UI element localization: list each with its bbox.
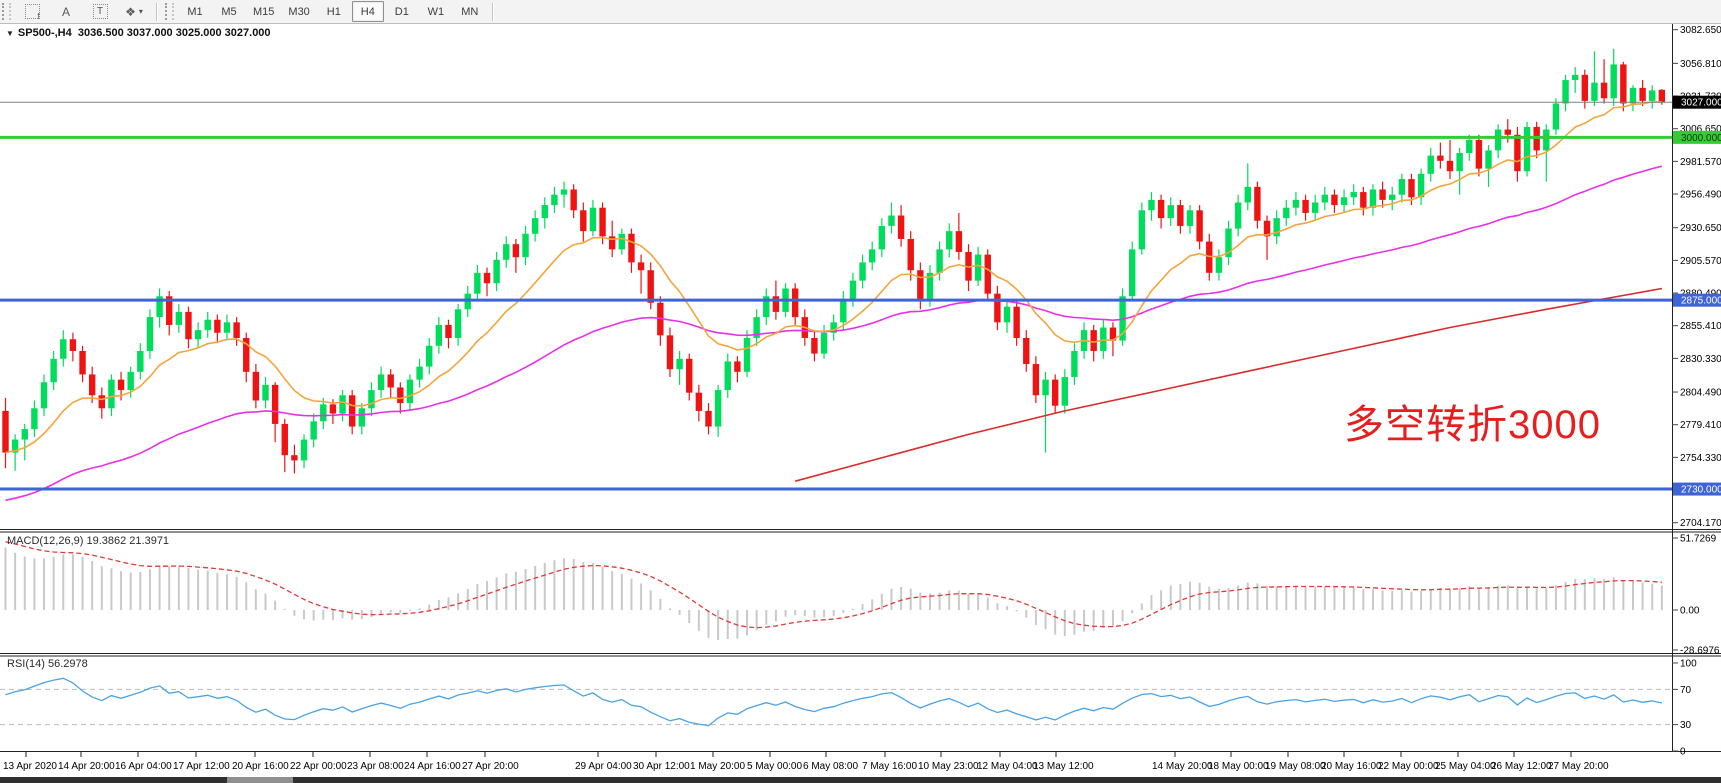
svg-text:0: 0 xyxy=(1680,747,1686,758)
letter-a-button[interactable]: A xyxy=(50,1,82,22)
svg-text:18 May 00:00: 18 May 00:00 xyxy=(1208,761,1269,772)
rsi-pane: 100 70 30 0 xyxy=(0,659,1697,758)
text-box-button[interactable]: T xyxy=(84,1,116,22)
timeframe-button-m30[interactable]: M30 xyxy=(288,5,310,18)
svg-text:14 Apr 20:00: 14 Apr 20:00 xyxy=(58,761,115,772)
svg-text:30: 30 xyxy=(1680,720,1692,731)
pane-dividers[interactable] xyxy=(0,23,1721,752)
svg-text:2754.330: 2754.330 xyxy=(1680,453,1721,464)
svg-text:51.7269: 51.7269 xyxy=(1680,533,1717,544)
candles-layer xyxy=(2,48,1666,474)
svg-text:3082.650: 3082.650 xyxy=(1680,25,1721,36)
svg-text:16 Apr 04:00: 16 Apr 04:00 xyxy=(115,761,172,772)
chart-header: ▼ SP500-,H4 3036.500 3037.000 3025.000 30… xyxy=(6,27,271,39)
svg-text:20 Apr 16:00: 20 Apr 16:00 xyxy=(232,761,289,772)
arrows-tool-button[interactable]: ❖ ▾ xyxy=(118,1,150,22)
svg-text:100: 100 xyxy=(1680,659,1697,670)
timeframe-button-d1[interactable]: D1 xyxy=(394,5,409,18)
svg-text:2905.570: 2905.570 xyxy=(1680,256,1721,267)
toolbar-separator xyxy=(156,2,158,21)
level-lines[interactable] xyxy=(0,101,1672,491)
timeframe-button-mn[interactable]: MN xyxy=(461,5,479,18)
svg-text:6 May 08:00: 6 May 08:00 xyxy=(803,761,858,772)
svg-text:2875.000: 2875.000 xyxy=(1681,296,1721,307)
svg-text:0.00: 0.00 xyxy=(1680,606,1700,617)
svg-text:2855.410: 2855.410 xyxy=(1680,321,1721,332)
collapse-triangle-icon[interactable]: ▼ xyxy=(6,29,14,38)
svg-text:19 May 08:00: 19 May 08:00 xyxy=(1265,761,1326,772)
svg-text:25 May 04:00: 25 May 04:00 xyxy=(1435,761,1496,772)
svg-text:23 Apr 08:00: 23 Apr 08:00 xyxy=(347,761,404,772)
time-axis[interactable]: 13 Apr 2020 14 Apr 20:00 16 Apr 04:00 17 Ap… xyxy=(3,751,1609,773)
svg-text:3006.650: 3006.650 xyxy=(1680,124,1721,135)
svg-text:2956.490: 2956.490 xyxy=(1680,190,1721,201)
svg-text:12 May 04:00: 12 May 04:00 xyxy=(977,761,1038,772)
toolbar: f A T ❖ ▾ M1 M5 M15 M30 H1 H4 D1 W1 MN xyxy=(0,0,1721,24)
letter-a-icon: A xyxy=(61,4,70,19)
svg-text:13 Apr 2020: 13 Apr 2020 xyxy=(3,761,57,772)
svg-text:22 May 00:00: 22 May 00:00 xyxy=(1378,761,1439,772)
toolbar-icon-group: f A T ❖ ▾ xyxy=(15,1,151,22)
svg-text:22 Apr 00:00: 22 Apr 00:00 xyxy=(290,761,347,772)
text-box-icon: T xyxy=(92,4,108,19)
timeframe-button-m1[interactable]: M1 xyxy=(187,5,203,18)
timeframe-button-w1[interactable]: W1 xyxy=(427,5,445,18)
ma-mid-line xyxy=(5,165,1663,502)
svg-text:7 May 16:00: 7 May 16:00 xyxy=(862,761,917,772)
dropdown-caret-icon[interactable]: ▾ xyxy=(138,7,143,16)
svg-text:10 May 23:00: 10 May 23:00 xyxy=(918,761,979,772)
svg-text:3027.000: 3027.000 xyxy=(1681,98,1721,109)
svg-text:3056.810: 3056.810 xyxy=(1680,59,1721,70)
macd-pane: 51.7269 0.00 -28.6976 xyxy=(4,533,1720,656)
svg-text:24 Apr 16:00: 24 Apr 16:00 xyxy=(404,761,461,772)
ohlc-values: 3036.500 3037.000 3025.000 3027.000 xyxy=(77,27,271,39)
toolbar-grip-2[interactable] xyxy=(165,3,174,20)
macd-indicator-label: MACD(12,26,9) 19.3862 21.3971 xyxy=(7,535,170,547)
svg-text:1 May 20:00: 1 May 20:00 xyxy=(690,761,745,772)
svg-text:2730.000: 2730.000 xyxy=(1681,485,1721,496)
svg-text:70: 70 xyxy=(1680,685,1692,696)
chart-text-annotation[interactable]: 多空转折3000 xyxy=(1344,403,1601,447)
svg-text:27 May 20:00: 27 May 20:00 xyxy=(1548,761,1609,772)
svg-text:2981.570: 2981.570 xyxy=(1680,157,1721,168)
svg-text:27 Apr 20:00: 27 Apr 20:00 xyxy=(462,761,519,772)
svg-text:14 May 20:00: 14 May 20:00 xyxy=(1152,761,1213,772)
ma-slow-line xyxy=(794,287,1663,482)
ma-fast-line xyxy=(5,101,1662,454)
svg-text:29 Apr 04:00: 29 Apr 04:00 xyxy=(575,761,632,772)
svg-text:-28.6976: -28.6976 xyxy=(1680,645,1720,656)
svg-text:5 May 00:00: 5 May 00:00 xyxy=(747,761,802,772)
timeframe-button-h1[interactable]: H1 xyxy=(326,5,341,18)
timeframe-button-h4[interactable]: H4 xyxy=(351,1,384,22)
svg-text:13 May 12:00: 13 May 12:00 xyxy=(1033,761,1094,772)
chart-grid-icon: f xyxy=(24,4,40,21)
svg-text:30 Apr 12:00: 30 Apr 12:00 xyxy=(633,761,690,772)
svg-text:2804.490: 2804.490 xyxy=(1680,388,1721,399)
svg-text:2930.650: 2930.650 xyxy=(1680,223,1721,234)
timeframe-button-m15[interactable]: M15 xyxy=(253,5,275,18)
chart-grid-button[interactable]: f xyxy=(16,1,48,22)
price-axis: 3082.6503056.8103031.7303006.6502981.570… xyxy=(1672,25,1721,529)
svg-text:20 May 16:00: 20 May 16:00 xyxy=(1321,761,1382,772)
svg-text:2830.330: 2830.330 xyxy=(1680,354,1721,365)
svg-text:3000.000: 3000.000 xyxy=(1681,133,1721,144)
arrows-tool-icon: ❖ xyxy=(125,4,136,19)
toolbar-separator-2 xyxy=(491,2,494,21)
svg-text:2779.410: 2779.410 xyxy=(1680,420,1721,431)
rsi-indicator-label: RSI(14) 56.2978 xyxy=(7,658,88,670)
svg-text:2704.170: 2704.170 xyxy=(1680,518,1721,529)
svg-text:17 Apr 12:00: 17 Apr 12:00 xyxy=(173,761,230,772)
symbol-period: SP500-,H4 xyxy=(17,27,72,39)
toolbar-grip[interactable] xyxy=(2,3,11,20)
timeframe-button-m5[interactable]: M5 xyxy=(221,5,237,18)
window-bottom-edge xyxy=(0,777,1721,783)
svg-text:26 May 12:00: 26 May 12:00 xyxy=(1491,761,1552,772)
timeframe-button-group: M1 M5 M15 M30 H1 H4 D1 W1 MN xyxy=(178,1,487,22)
